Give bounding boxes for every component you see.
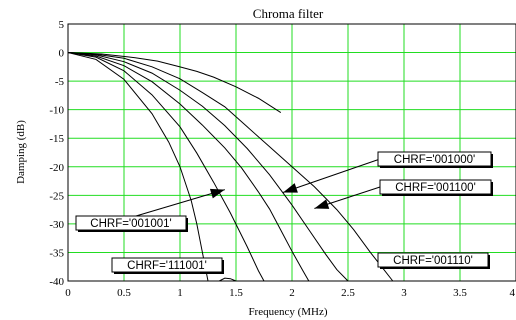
x-tick-label: 4 xyxy=(510,287,516,299)
y-tick-label: 5 xyxy=(59,19,65,31)
annotation-arrowhead xyxy=(209,188,225,199)
y-tick-label: -5 xyxy=(55,76,65,88)
annotation-arrow-line xyxy=(282,158,381,193)
annotation-box xyxy=(379,179,492,195)
series-line-7 xyxy=(218,277,237,282)
x-tick-label: 1 xyxy=(177,287,183,299)
x-tick-label: 2.5 xyxy=(341,287,355,299)
x-tick-labels: 0 0.5 1 1.5 2 2.5 3 3.5 4 xyxy=(65,287,515,299)
annotation-box xyxy=(75,215,187,231)
annotation-label: CHRF='001000' xyxy=(394,154,475,166)
annotation-label: CHRF='001100' xyxy=(395,182,476,194)
y-tick-label: -20 xyxy=(49,162,64,174)
series-line-6 xyxy=(67,52,209,282)
plot-frame xyxy=(67,23,516,282)
y-axis-label: Damping (dB) xyxy=(15,120,27,184)
x-tick-label: 2 xyxy=(289,287,295,299)
annotation-arrow-line xyxy=(135,189,225,217)
annotation-label: CHRF='001001' xyxy=(90,218,171,230)
y-tick-label: -35 xyxy=(49,247,64,259)
annotation-arrowhead xyxy=(314,199,330,209)
y-tick-label: -15 xyxy=(49,133,64,145)
annotation-label: CHRF='111001' xyxy=(127,260,207,272)
series-line-1 xyxy=(67,52,282,113)
x-axis-label: Frequency (MHz) xyxy=(248,306,327,318)
y-tick-label: 0 xyxy=(59,48,65,60)
series-lines xyxy=(67,52,394,282)
annotation-box xyxy=(111,257,223,273)
y-tick-label: -10 xyxy=(49,105,64,117)
series-line-5 xyxy=(67,52,265,282)
y-tick-labels: 5 0 -5 -10 -15 -20 -25 -30 -35 -40 xyxy=(49,19,64,288)
annotation-arrowhead xyxy=(283,183,298,193)
annotations: CHRF='001000' CHRF='001100' CHRF='001001' C… xyxy=(75,151,493,274)
annotation-box xyxy=(377,252,489,268)
annotation-label: CHRF='001110' xyxy=(393,255,473,267)
series-line-4 xyxy=(67,52,310,282)
series-line-2 xyxy=(67,52,394,282)
series-line-3 xyxy=(67,52,349,282)
x-tick-label: 0.5 xyxy=(117,287,131,299)
y-tick-label: -25 xyxy=(49,190,64,202)
y-tick-label: -30 xyxy=(49,219,64,231)
x-tick-label: 1.5 xyxy=(229,287,243,299)
x-tick-label: 3 xyxy=(401,287,407,299)
chart-title: Chroma filter xyxy=(253,6,324,21)
x-tick-label: 3.5 xyxy=(453,287,467,299)
y-tick-label: -40 xyxy=(49,276,64,288)
x-tick-label: 0 xyxy=(65,287,71,299)
annotation-box xyxy=(377,151,492,167)
